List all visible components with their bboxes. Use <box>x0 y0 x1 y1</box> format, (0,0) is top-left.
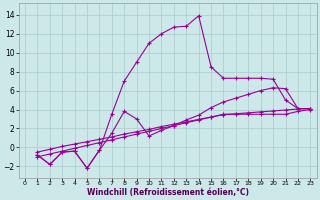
X-axis label: Windchill (Refroidissement éolien,°C): Windchill (Refroidissement éolien,°C) <box>87 188 249 197</box>
